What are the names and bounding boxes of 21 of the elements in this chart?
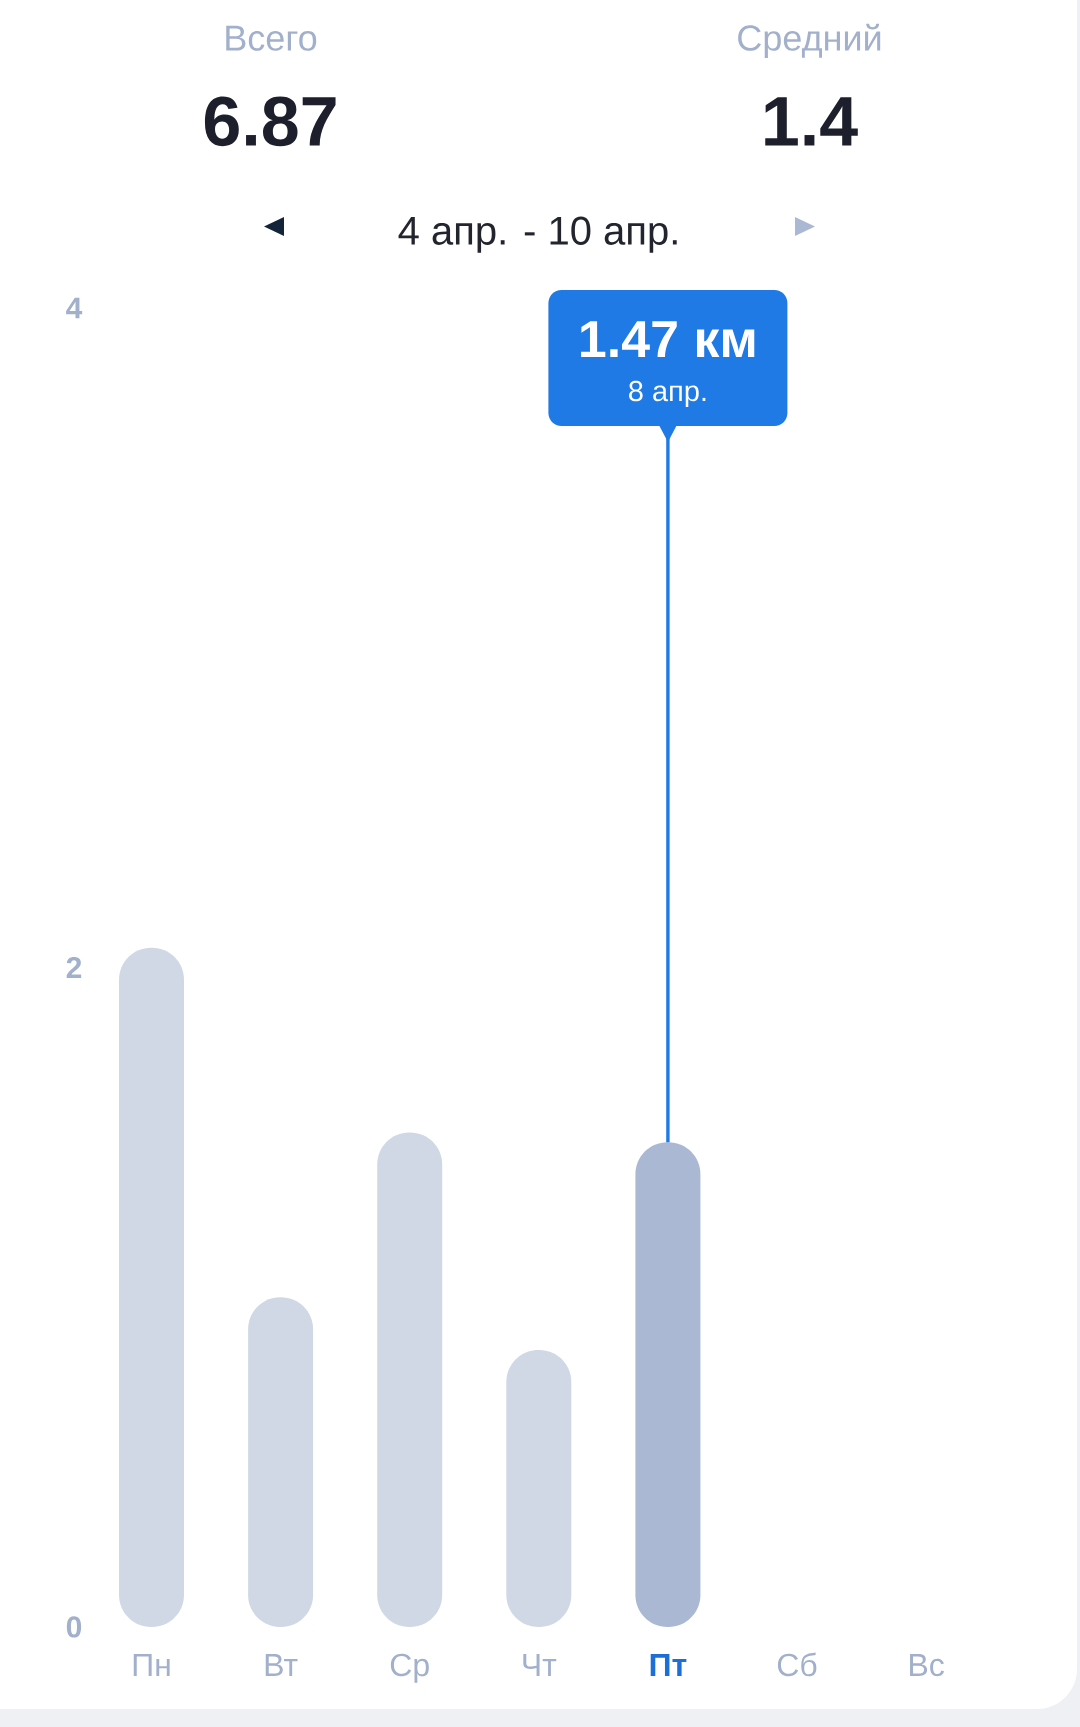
x-tick-label: Вт xyxy=(265,1653,298,1676)
x-tick-label: Чт xyxy=(523,1653,557,1676)
text: Всего xyxy=(226,25,317,51)
chart-title: 4 апр. - 10 апр. xyxy=(398,216,677,253)
bar xyxy=(377,1132,443,1627)
x-tick-label: Сб xyxy=(777,1652,817,1677)
text: 6.87 xyxy=(204,96,336,147)
x-tick-label: Вс xyxy=(910,1653,944,1677)
text: 1.4 xyxy=(765,97,858,146)
x-tick-label: Ср xyxy=(390,1653,429,1683)
y-tick-label: 0 xyxy=(66,1616,82,1638)
bar xyxy=(506,1350,572,1627)
annotation: 1.47 км xyxy=(581,321,755,357)
text: Средний xyxy=(738,23,881,58)
bar xyxy=(248,1297,314,1627)
bar xyxy=(119,947,184,1627)
y-tick-label: 4 xyxy=(66,297,83,319)
x-tick-label: Пт xyxy=(650,1653,687,1676)
bar xyxy=(635,1142,701,1627)
x-tick-label: Пн xyxy=(133,1653,170,1676)
y-tick-label: 2 xyxy=(66,957,82,978)
